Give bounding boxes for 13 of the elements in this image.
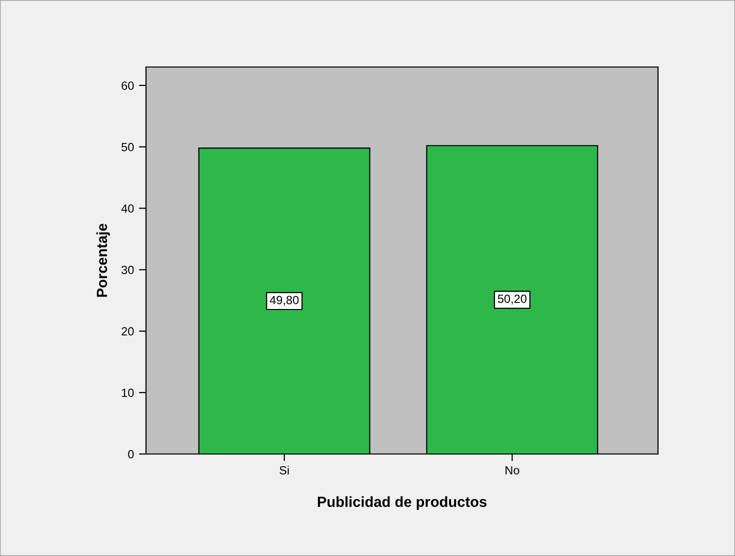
y-tick-label: 0 xyxy=(128,450,134,458)
y-tick-label: 20 xyxy=(122,327,134,336)
y-tick-label: 50 xyxy=(122,142,134,152)
y-tick-label: 30 xyxy=(122,266,134,274)
data-label: 50,20 xyxy=(498,294,526,304)
y-tick-label: 10 xyxy=(122,388,134,397)
x-tick-label: No xyxy=(506,466,520,474)
x-axis-title: Publicidad de productos xyxy=(318,496,486,510)
x-tick-label: Si xyxy=(280,466,289,474)
y-axis-title: Porcentaje xyxy=(96,224,110,297)
data-label: 49,80 xyxy=(270,296,299,306)
y-tick-label: 40 xyxy=(121,204,134,213)
y-tick-label: 60 xyxy=(122,81,134,90)
